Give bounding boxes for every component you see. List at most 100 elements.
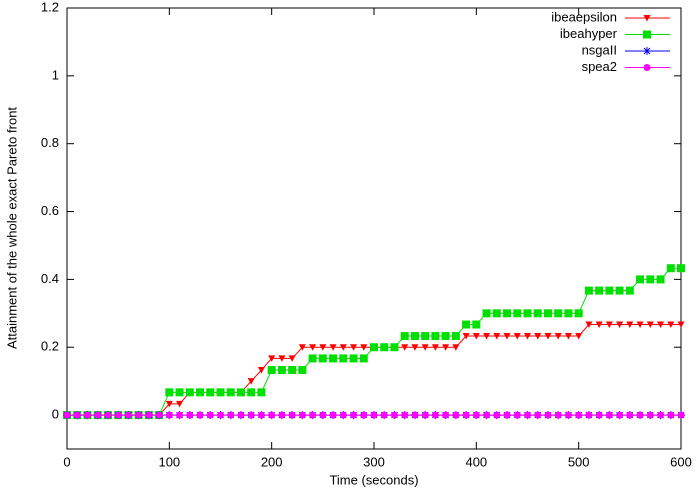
marker (196, 411, 204, 419)
marker (534, 411, 542, 419)
marker (390, 343, 399, 352)
y-tick-label: 0 (52, 407, 59, 422)
marker (636, 411, 644, 419)
marker (605, 286, 614, 295)
x-tick-label: 600 (670, 454, 692, 469)
marker (554, 411, 562, 419)
marker (462, 411, 470, 419)
marker (257, 411, 265, 419)
marker (380, 411, 388, 419)
marker (165, 411, 173, 419)
marker (646, 321, 654, 329)
marker (554, 309, 563, 318)
marker (513, 333, 521, 340)
marker (411, 411, 419, 419)
marker (350, 344, 358, 351)
marker (176, 400, 184, 408)
marker (247, 411, 255, 419)
marker (185, 388, 194, 397)
legend-label: spea2 (582, 59, 617, 74)
marker (309, 411, 317, 419)
marker (442, 411, 450, 419)
marker (503, 411, 511, 419)
marker (247, 388, 256, 397)
marker (298, 365, 307, 374)
marker (288, 411, 296, 419)
marker (257, 366, 265, 374)
marker (462, 333, 470, 340)
marker (585, 411, 593, 419)
marker (155, 411, 163, 419)
marker (268, 355, 276, 362)
marker (135, 411, 143, 419)
marker (411, 344, 419, 351)
marker (677, 411, 685, 419)
marker (462, 320, 471, 329)
y-tick-label: 0.8 (41, 135, 59, 150)
marker (472, 320, 481, 329)
marker (544, 411, 552, 419)
x-axis-label: Time (seconds) (329, 472, 418, 487)
marker (319, 411, 327, 419)
marker (616, 321, 624, 329)
marker (483, 411, 491, 419)
marker (400, 332, 409, 341)
marker (124, 411, 132, 419)
marker (350, 411, 358, 419)
marker (268, 411, 276, 419)
marker (472, 333, 480, 340)
y-tick-label: 0.4 (41, 271, 59, 286)
marker (492, 309, 501, 318)
marker (298, 344, 306, 351)
marker (145, 411, 153, 419)
marker (564, 333, 572, 340)
marker (595, 321, 603, 329)
marker (544, 333, 552, 340)
marker (482, 309, 491, 318)
marker (257, 388, 266, 397)
marker (677, 264, 685, 273)
marker (217, 411, 224, 419)
marker (493, 333, 501, 340)
marker (278, 411, 286, 419)
marker (523, 309, 532, 318)
marker (513, 309, 522, 318)
marker (421, 411, 429, 419)
marker (370, 343, 378, 352)
marker (73, 411, 81, 419)
x-tick-label: 400 (465, 454, 487, 469)
marker (63, 411, 71, 419)
marker (349, 354, 358, 363)
x-tick-label: 300 (363, 454, 385, 469)
marker (657, 321, 665, 329)
x-tick-label: 200 (261, 454, 283, 469)
marker (503, 309, 512, 318)
marker (329, 354, 338, 363)
marker (104, 411, 112, 419)
marker (421, 344, 429, 351)
marker (656, 275, 665, 284)
marker (431, 344, 439, 351)
x-tick-label: 0 (63, 454, 70, 469)
marker (472, 411, 480, 419)
marker (206, 411, 214, 419)
marker (298, 411, 306, 419)
y-tick-label: 1.2 (41, 0, 59, 14)
marker (483, 333, 491, 340)
marker (227, 411, 235, 419)
marker (175, 388, 184, 397)
legend-marker (643, 47, 651, 55)
marker (575, 411, 583, 419)
marker (666, 264, 675, 273)
marker (451, 332, 460, 341)
marker (503, 333, 511, 340)
marker (585, 321, 593, 329)
legend-label: nsgaII (582, 42, 617, 57)
y-tick-label: 0.2 (41, 339, 59, 354)
marker (359, 354, 368, 363)
marker (615, 286, 624, 295)
x-tick-label: 100 (158, 454, 180, 469)
marker (165, 388, 174, 397)
